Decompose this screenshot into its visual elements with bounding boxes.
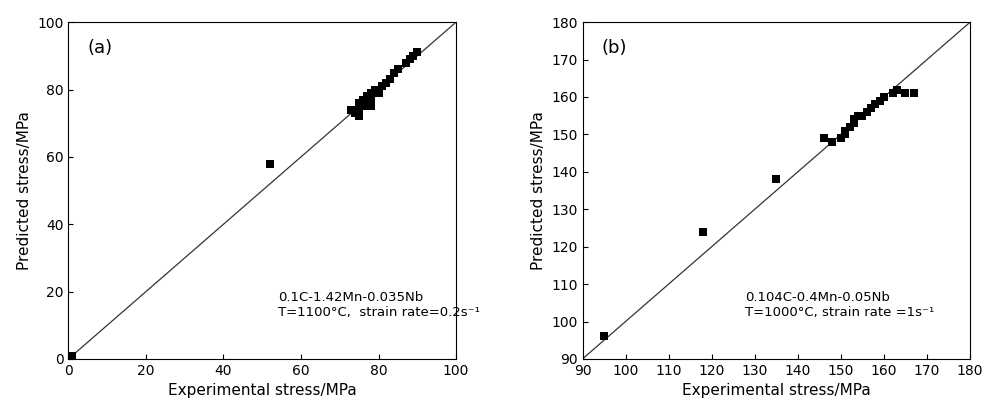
Point — [64, 352, 80, 359]
Point — [347, 106, 363, 113]
X-axis label: Experimental stress/MPa: Experimental stress/MPa — [682, 383, 871, 398]
Point — [850, 112, 866, 119]
Y-axis label: Predicted stress/MPa: Predicted stress/MPa — [531, 111, 546, 270]
Point — [343, 106, 359, 113]
Point — [390, 66, 406, 73]
Point — [355, 96, 371, 103]
Point — [816, 135, 832, 142]
Point — [351, 100, 367, 106]
Point — [363, 96, 379, 103]
Text: (a): (a) — [88, 39, 113, 57]
Point — [405, 53, 421, 59]
Point — [842, 124, 858, 130]
Point — [872, 98, 888, 104]
Point — [889, 86, 905, 93]
Point — [824, 139, 840, 145]
Point — [363, 90, 379, 96]
Point — [859, 109, 875, 115]
Point — [398, 59, 414, 66]
Point — [885, 90, 901, 97]
Point — [854, 112, 870, 119]
Text: 0.1C-1.42Mn-0.035Nb
T=1100°C,  strain rate=0.2s⁻¹: 0.1C-1.42Mn-0.035Nb T=1100°C, strain rat… — [278, 290, 480, 318]
Point — [846, 120, 862, 127]
Point — [378, 79, 394, 86]
Point — [876, 94, 892, 100]
Point — [897, 90, 913, 97]
Point — [351, 103, 367, 110]
Point — [768, 176, 784, 183]
Point — [382, 76, 398, 83]
X-axis label: Experimental stress/MPa: Experimental stress/MPa — [168, 383, 357, 398]
Point — [596, 333, 612, 340]
Point — [363, 103, 379, 110]
Point — [351, 113, 367, 120]
Point — [262, 160, 278, 167]
Point — [355, 103, 371, 110]
Point — [359, 100, 375, 106]
Point — [402, 56, 418, 63]
Point — [347, 110, 363, 117]
Point — [837, 131, 853, 138]
Point — [846, 116, 862, 123]
Point — [863, 105, 879, 112]
Point — [386, 69, 402, 76]
Point — [409, 49, 425, 56]
Point — [695, 228, 711, 235]
Point — [371, 90, 387, 96]
Point — [351, 110, 367, 117]
Point — [374, 83, 390, 90]
Point — [367, 86, 383, 93]
Y-axis label: Predicted stress/MPa: Predicted stress/MPa — [17, 111, 32, 270]
Point — [359, 93, 375, 100]
Point — [906, 90, 922, 97]
Text: (b): (b) — [602, 39, 627, 57]
Text: 0.104C-0.4Mn-0.05Nb
T=1000°C, strain rate =1s⁻¹: 0.104C-0.4Mn-0.05Nb T=1000°C, strain rat… — [745, 290, 935, 318]
Point — [837, 127, 853, 134]
Point — [867, 101, 883, 108]
Point — [833, 135, 849, 142]
